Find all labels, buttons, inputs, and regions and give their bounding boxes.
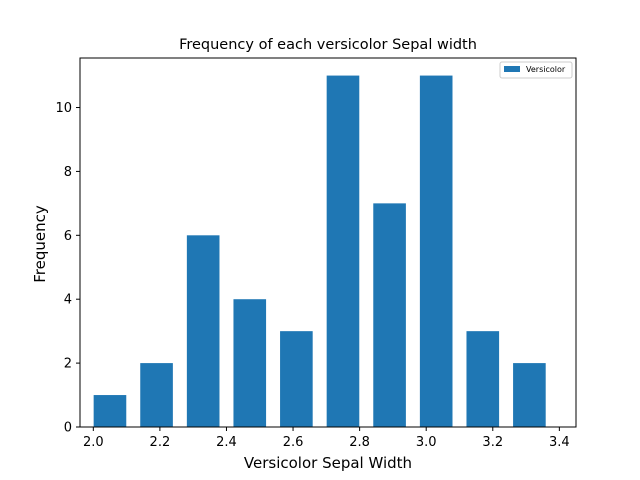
- x-tick-label: 2.2: [150, 435, 171, 450]
- legend: Versicolor: [499, 61, 573, 79]
- x-tick-label: 2.4: [216, 435, 237, 450]
- x-tick-label: 3.4: [549, 435, 570, 450]
- plot-frame: [79, 57, 577, 428]
- histogram-bar: [326, 75, 360, 427]
- y-tick-label: 8: [64, 165, 72, 180]
- legend-swatch: [504, 66, 520, 72]
- legend-label: Versicolor: [526, 65, 566, 74]
- y-tick-label: 10: [55, 101, 72, 116]
- x-tick-label: 2.8: [349, 435, 370, 450]
- y-axis-title: Frequency: [31, 205, 49, 283]
- y-tick-label: 2: [64, 357, 72, 372]
- histogram-bar: [233, 299, 267, 427]
- histogram-bar: [280, 331, 313, 427]
- x-axis-title: Versicolor Sepal Width: [244, 454, 412, 472]
- histogram-bar: [93, 395, 127, 427]
- histogram-bar: [140, 363, 173, 427]
- x-tick-label: 3.0: [416, 435, 437, 450]
- axes-layer: 2.0 2.2 2.4 2.6 2.8 3.0 3.2 3.4 0 2 4 6 8 10: [55, 57, 577, 450]
- x-tick-label: 2.0: [83, 435, 104, 450]
- histogram-bar: [466, 331, 500, 427]
- y-tick-label: 6: [64, 229, 72, 244]
- histogram-bar: [419, 75, 453, 427]
- x-tick-label: 2.6: [283, 435, 304, 450]
- histogram-bar: [513, 363, 546, 427]
- x-tick-label: 3.2: [482, 435, 503, 450]
- chart-title: Frequency of each versicolor Sepal width: [179, 37, 477, 53]
- y-tick-label: 0: [64, 421, 72, 436]
- bars-layer: [93, 75, 546, 427]
- y-tick-label: 4: [64, 293, 72, 308]
- histogram-bar: [186, 235, 220, 427]
- histogram-bar: [373, 203, 406, 427]
